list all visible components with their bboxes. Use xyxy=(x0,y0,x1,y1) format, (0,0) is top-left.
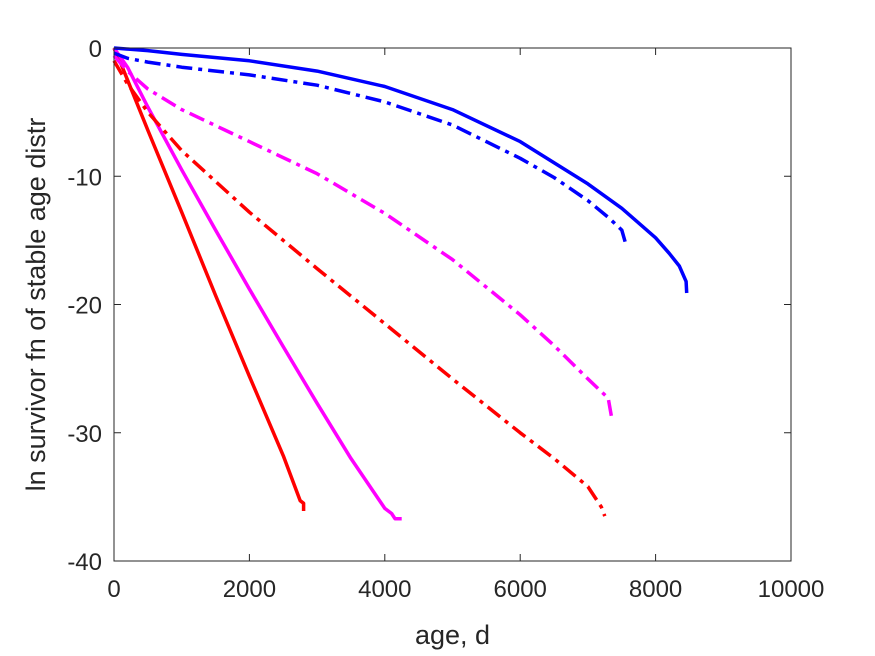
x-tick-label: 4000 xyxy=(358,576,411,603)
y-tick-label: -30 xyxy=(67,421,102,448)
x-axis-label: age, d xyxy=(415,620,490,650)
x-tick-label: 2000 xyxy=(223,576,276,603)
plot-area-frame xyxy=(113,47,792,562)
series-line-2 xyxy=(112,46,402,521)
y-axis-label: ln survivor fn of stable age distr xyxy=(21,118,51,492)
x-tick-label: 6000 xyxy=(494,576,547,603)
y-tick-label: -20 xyxy=(67,293,102,320)
x-tick-label: 0 xyxy=(107,576,120,603)
y-tick-label: -40 xyxy=(67,549,102,576)
series-layer xyxy=(112,46,689,521)
series-line-6 xyxy=(113,51,627,243)
series-line-3 xyxy=(112,59,607,517)
x-tick-label: 8000 xyxy=(629,576,682,603)
ticks-layer: 0 2000 4000 6000 8000 10000 0 -10 -20 -30 -40 xyxy=(67,36,824,603)
series-line-1 xyxy=(112,47,306,511)
series-line-5 xyxy=(113,46,689,294)
series-line-4 xyxy=(112,54,614,418)
y-tick-label: -10 xyxy=(67,164,102,191)
x-tick-label: 10000 xyxy=(758,576,825,603)
y-tick-label: 0 xyxy=(89,36,102,63)
